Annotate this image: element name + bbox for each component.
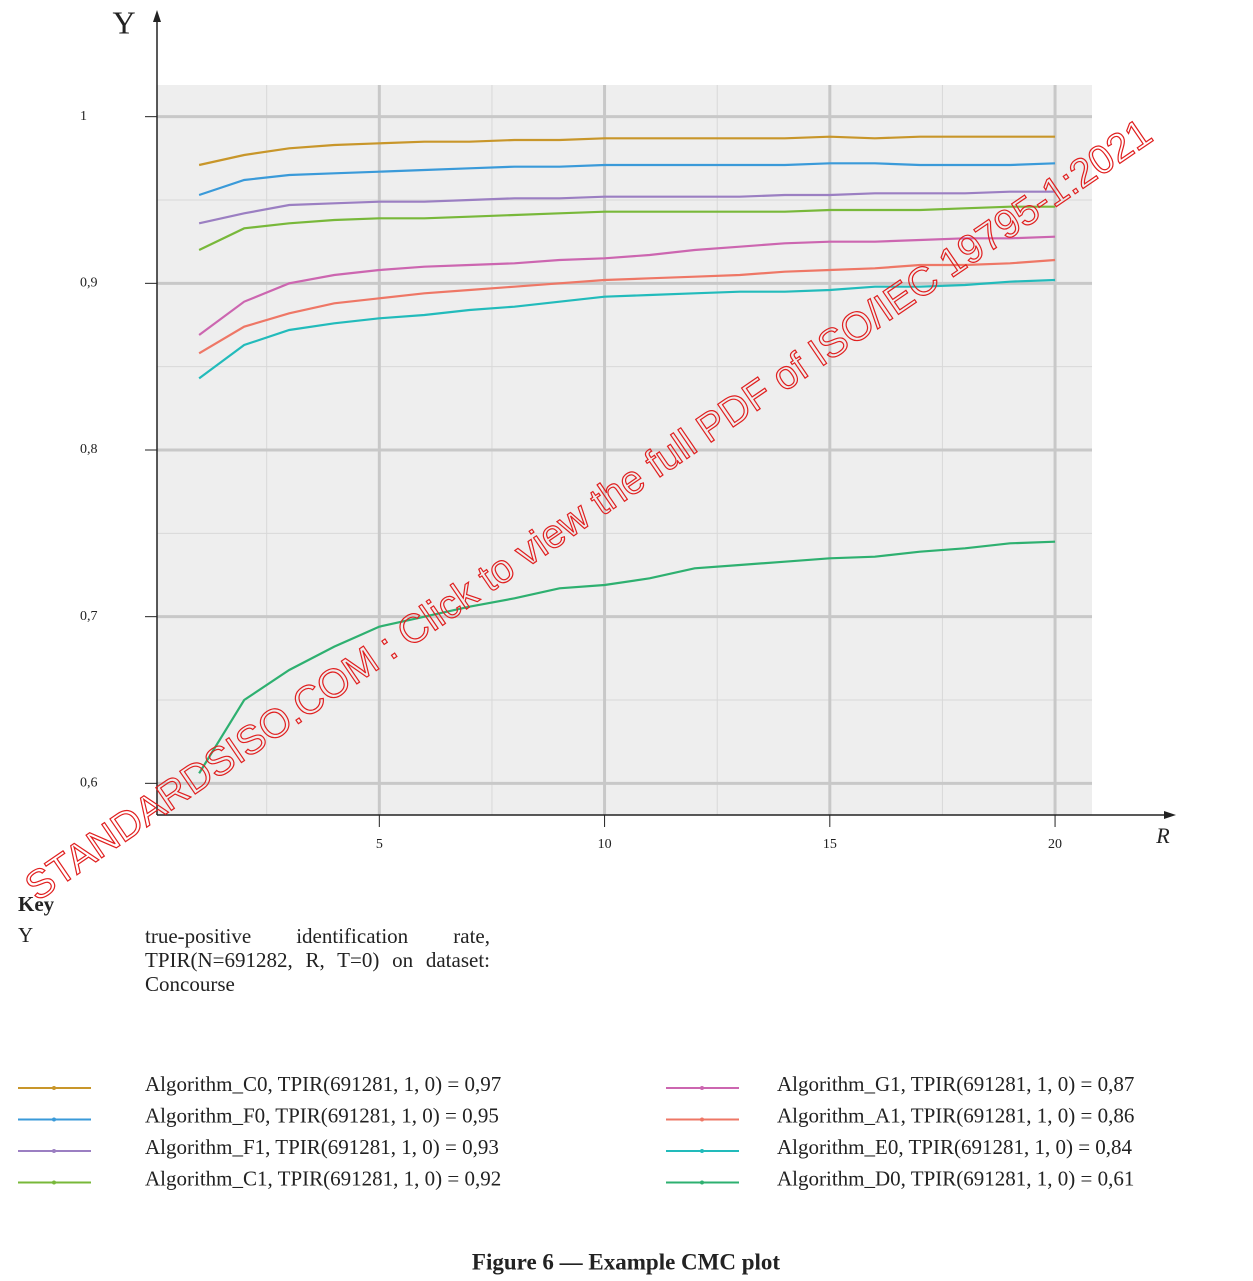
legend-dot	[52, 1086, 56, 1090]
x-axis-arrow	[1164, 811, 1176, 819]
key-description-box: true-positive identification rate, TPIR(…	[145, 924, 490, 996]
x-tick-label: 10	[598, 837, 612, 852]
series-line	[198, 135, 1056, 167]
series-line	[198, 540, 1056, 774]
legend-dot	[700, 1086, 704, 1090]
series-line	[198, 258, 1056, 355]
x-tick-label: 20	[1048, 837, 1062, 852]
series-line	[198, 205, 1056, 251]
legend-label: Algorithm_C1, TPIR(691281, 1, 0) = 0,92	[145, 1166, 501, 1190]
y-axis-label: Y	[112, 4, 135, 40]
legend-label: Algorithm_C0, TPIR(691281, 1, 0) = 0,97	[145, 1072, 501, 1096]
key-heading: Key	[18, 892, 55, 916]
legend-dot	[700, 1180, 704, 1185]
legend-label: Algorithm_F0, TPIR(691281, 1, 0) = 0,95	[145, 1103, 499, 1127]
legend-label: Algorithm_E0, TPIR(691281, 1, 0) = 0,84	[777, 1135, 1133, 1159]
series-line	[198, 190, 1056, 225]
y-tick-label: 0,7	[80, 609, 98, 624]
legend-dot	[52, 1149, 56, 1153]
key-description: true-positive identification rate, TPIR(…	[145, 924, 490, 996]
x-tick-label: 5	[376, 837, 383, 852]
y-axis-arrow	[153, 10, 161, 22]
x-tick-label: 15	[823, 837, 837, 852]
legend-dot	[700, 1117, 704, 1122]
series-line	[198, 162, 1056, 197]
key-symbol: Y	[18, 923, 33, 947]
legend-label: Algorithm_F1, TPIR(691281, 1, 0) = 0,93	[145, 1135, 499, 1159]
legend-dot	[52, 1180, 56, 1185]
x-axis-label: R	[1155, 823, 1170, 848]
legend-dot	[52, 1117, 56, 1122]
y-tick-label: 1	[80, 109, 87, 124]
y-tick-label: 0,9	[80, 276, 98, 291]
series-line	[198, 235, 1056, 336]
series-line	[198, 278, 1056, 380]
legend-label: Algorithm_G1, TPIR(691281, 1, 0) = 0,87	[777, 1072, 1134, 1096]
legend-dot	[700, 1149, 704, 1153]
caption: Figure 6 — Example CMC plot	[472, 1249, 780, 1274]
legend-label: Algorithm_A1, TPIR(691281, 1, 0) = 0,86	[777, 1103, 1134, 1127]
y-tick-label: 0,8	[80, 442, 98, 457]
y-tick-label: 0,6	[80, 776, 98, 791]
legend-label: Algorithm_D0, TPIR(691281, 1, 0) = 0,61	[777, 1166, 1134, 1190]
